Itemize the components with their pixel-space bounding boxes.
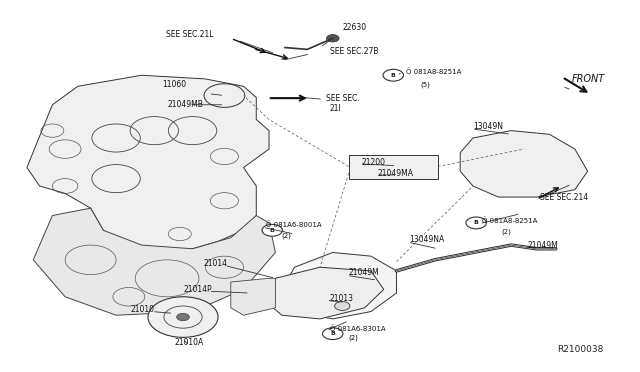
Text: SEE SEC.: SEE SEC.: [326, 94, 360, 103]
Text: R2100038: R2100038: [557, 345, 604, 354]
Circle shape: [262, 224, 282, 236]
Circle shape: [204, 84, 245, 108]
Text: 13049N: 13049N: [473, 122, 503, 131]
Polygon shape: [27, 75, 269, 253]
Text: Õ 081A8-8251A: Õ 081A8-8251A: [406, 68, 461, 75]
Text: 21014: 21014: [204, 259, 228, 268]
Circle shape: [335, 302, 350, 310]
Text: 21013: 21013: [330, 294, 353, 303]
Text: (2): (2): [282, 232, 292, 239]
Circle shape: [466, 217, 486, 229]
Text: 21049MB: 21049MB: [167, 100, 203, 109]
Bar: [349, 155, 438, 179]
Text: 13049NA: 13049NA: [409, 235, 444, 244]
Text: B: B: [474, 221, 479, 225]
Text: 21200: 21200: [362, 157, 385, 167]
Polygon shape: [282, 253, 396, 319]
Text: B: B: [330, 331, 335, 336]
Text: 11060: 11060: [162, 80, 186, 89]
Text: Õ 081A6-8001A: Õ 081A6-8001A: [266, 221, 321, 228]
Text: 21049M: 21049M: [527, 241, 558, 250]
Circle shape: [177, 313, 189, 321]
Text: (5): (5): [420, 81, 431, 88]
Polygon shape: [269, 267, 384, 319]
Polygon shape: [231, 278, 275, 315]
Text: SEE SEC.27B: SEE SEC.27B: [330, 47, 378, 56]
Text: Õ 081A6-8301A: Õ 081A6-8301A: [330, 325, 385, 331]
Text: FRONT: FRONT: [572, 74, 605, 84]
Text: B: B: [391, 73, 396, 78]
Circle shape: [326, 35, 339, 42]
Text: 21014P: 21014P: [183, 285, 212, 294]
Text: 21049MA: 21049MA: [378, 169, 413, 177]
Text: 21049M: 21049M: [349, 268, 380, 277]
Text: 21010A: 21010A: [175, 339, 204, 347]
Text: SEE SEC.214: SEE SEC.214: [540, 193, 588, 202]
Polygon shape: [460, 131, 588, 197]
Circle shape: [323, 328, 343, 340]
Circle shape: [383, 69, 403, 81]
Text: 21010: 21010: [131, 305, 154, 314]
Text: B: B: [270, 228, 275, 233]
Text: Õ 081A8-8251A: Õ 081A8-8251A: [483, 218, 538, 224]
Text: 21I: 21I: [330, 104, 341, 113]
Circle shape: [148, 297, 218, 337]
Text: SEE SEC.21L: SEE SEC.21L: [166, 30, 213, 39]
Polygon shape: [33, 208, 275, 315]
Text: (2): (2): [502, 229, 511, 235]
Text: (2): (2): [349, 335, 358, 341]
Text: 22630: 22630: [342, 23, 367, 32]
